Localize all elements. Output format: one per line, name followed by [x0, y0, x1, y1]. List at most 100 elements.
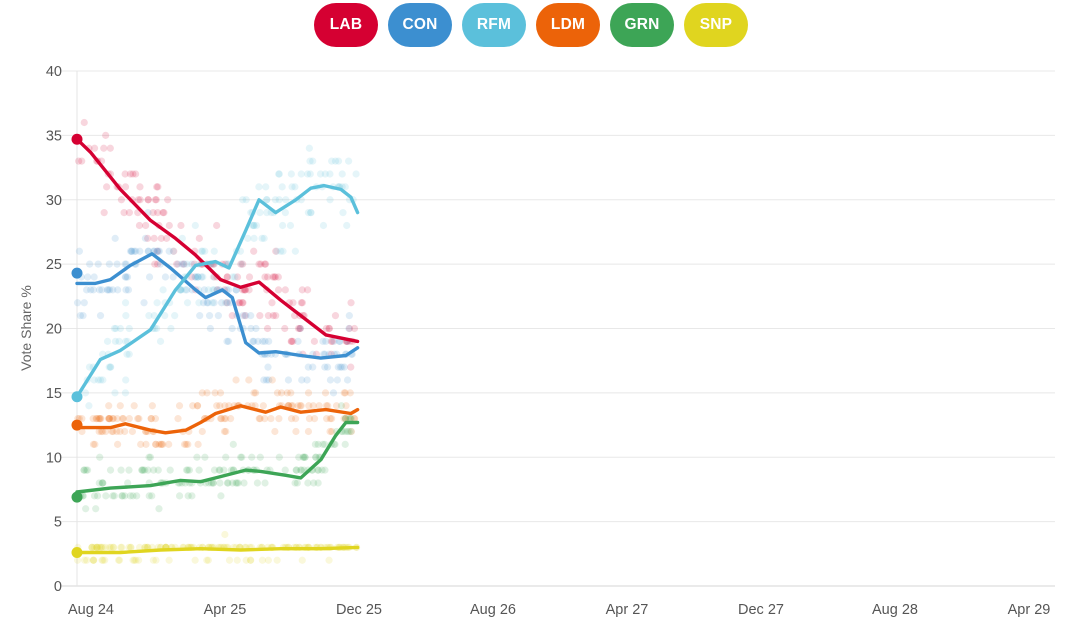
poll-dot	[322, 324, 330, 333]
poll-dot	[198, 389, 206, 397]
poll-dot	[273, 389, 282, 397]
poll-dot	[125, 415, 133, 423]
poll-dot	[141, 466, 149, 474]
legend-pill-con[interactable]: CON	[388, 3, 452, 47]
poll-dot	[171, 312, 179, 320]
poll-dot	[267, 415, 275, 423]
poll-dot	[117, 543, 125, 551]
poll-dot	[109, 286, 117, 294]
poll-dot	[177, 221, 185, 230]
poll-dot	[178, 260, 186, 268]
poll-dot	[80, 466, 88, 474]
poll-dot	[129, 556, 137, 564]
poll-dot	[340, 389, 348, 397]
trend-line-grn[interactable]	[75, 420, 360, 494]
poll-dot	[118, 415, 127, 423]
poll-dot	[120, 209, 128, 217]
poll-dot	[261, 479, 269, 487]
poll-dot	[155, 247, 163, 255]
poll-dot	[99, 427, 107, 436]
poll-dot	[303, 376, 311, 384]
poll-dot	[98, 479, 106, 487]
poll-dot	[220, 415, 228, 423]
poll-dot	[240, 479, 248, 487]
poll-dot	[126, 170, 134, 178]
poll-dot	[278, 183, 286, 191]
poll-dot	[256, 312, 264, 320]
poll-dot	[125, 466, 133, 474]
trend-line-ldm[interactable]	[75, 404, 360, 435]
poll-dot	[78, 427, 86, 436]
poll-dot	[326, 170, 334, 178]
poll-dot	[282, 196, 290, 204]
poll-dot	[291, 479, 299, 487]
poll-dot	[341, 183, 349, 191]
poll-dot	[150, 312, 158, 320]
poll-dot	[245, 376, 253, 384]
poll-dot	[274, 273, 282, 281]
poll-dot	[226, 415, 235, 423]
poll-dot	[118, 492, 127, 500]
poll-dot	[97, 543, 105, 551]
trend-line-rfm[interactable]	[75, 183, 360, 399]
poll-dot	[304, 427, 313, 436]
poll-dot	[189, 402, 197, 410]
trend-line-snp[interactable]	[75, 545, 360, 555]
poll-dot	[223, 299, 232, 307]
poll-dot	[194, 273, 202, 281]
legend-pill-snp[interactable]: SNP	[684, 3, 748, 47]
y-tick-label: 10	[46, 450, 62, 466]
poll-dot	[222, 453, 230, 461]
y-axis-ticks: 0 5 10 15 20 25 30 35 40	[46, 64, 62, 595]
poll-dot	[114, 286, 122, 294]
legend-pill-lab[interactable]: LAB	[314, 3, 378, 47]
trend-line-lab[interactable]	[75, 137, 360, 344]
trend-line-con[interactable]	[75, 252, 360, 360]
poll-dot	[213, 221, 221, 230]
poll-dot	[203, 389, 211, 397]
x-tick-label: Dec 27	[738, 602, 784, 618]
poll-dot	[133, 492, 141, 500]
poll-dot	[259, 337, 267, 345]
poll-dot	[237, 453, 245, 461]
poll-dot	[132, 247, 140, 255]
poll-dot	[265, 376, 273, 384]
poll-dot	[220, 466, 228, 474]
poll-dot	[92, 415, 100, 423]
poll-dot	[283, 389, 291, 397]
poll-dot	[216, 402, 224, 410]
poll-dot	[296, 324, 304, 333]
poll-dot	[75, 247, 83, 255]
poll-dot	[144, 196, 152, 204]
poll-dot	[154, 209, 162, 217]
poll-dot	[297, 466, 306, 474]
poll-dot	[116, 427, 124, 436]
legend-pill-ldm[interactable]: LDM	[536, 3, 600, 47]
poll-dot	[144, 466, 152, 474]
poll-dot	[304, 389, 313, 397]
poll-dot	[183, 286, 191, 294]
poll-dot	[309, 157, 317, 165]
poll-dot	[217, 492, 225, 500]
poll-dot	[208, 299, 216, 307]
poll-dot	[117, 466, 125, 474]
poll-dot	[96, 415, 104, 423]
poll-dot	[134, 415, 142, 423]
poll-dot	[174, 415, 182, 423]
poll-dot	[199, 299, 208, 307]
poll-dot	[249, 337, 257, 345]
poll-dot	[121, 183, 130, 191]
poll-dot	[297, 299, 305, 307]
legend-pill-rfm[interactable]: RFM	[462, 3, 526, 47]
poll-dot	[148, 402, 156, 410]
poll-dot	[121, 299, 130, 307]
legend-pill-grn[interactable]: GRN	[610, 3, 674, 47]
poll-dot	[299, 453, 307, 461]
poll-dot	[155, 505, 163, 513]
poll-dot	[78, 157, 86, 165]
poll-dot	[118, 492, 126, 500]
x-tick-label: Aug 26	[470, 602, 516, 618]
poll-dot	[107, 363, 115, 371]
poll-dot	[345, 324, 353, 333]
poll-dot	[296, 324, 304, 333]
